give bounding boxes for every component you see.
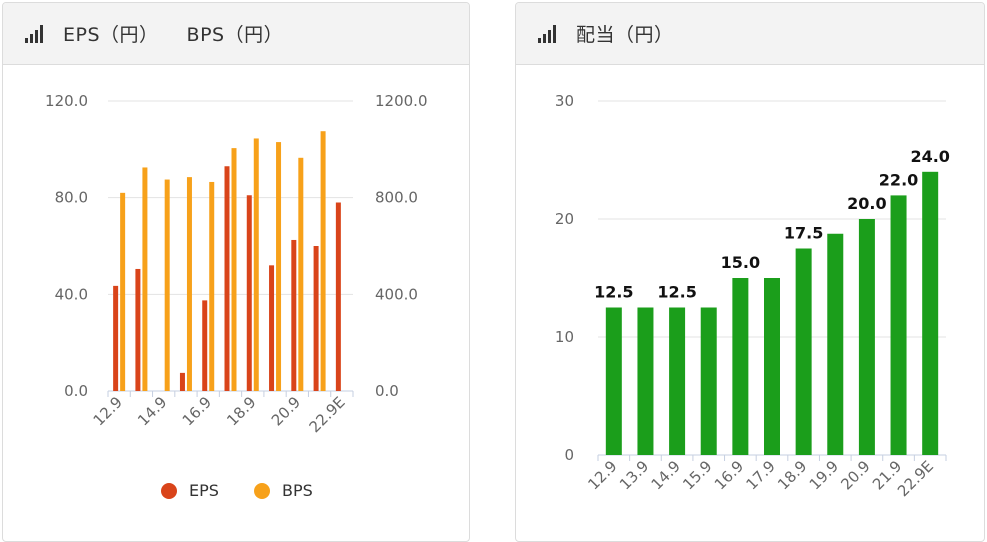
eps-bar [313,246,319,391]
eps-bar [202,300,208,391]
eps-bar [269,265,275,391]
legend-eps-label: EPS [189,481,219,500]
eps-title: EPS（円） [63,24,159,46]
eps-bar [179,372,185,391]
eps-bps-header: EPS（円） BPS（円） [3,3,469,65]
legend-bps[interactable]: BPS [254,481,313,500]
x-tick-label: 22.9E [894,457,937,500]
dividend-title: 配当（円） [576,24,674,46]
y-left-tick-label: 40.0 [55,285,88,303]
y-right-tick-label: 400.0 [375,285,418,303]
dividend-bar [890,195,907,455]
bps-bar [209,181,215,391]
x-tick-label: 14.9 [648,457,684,493]
dividend-data-label: 17.5 [784,224,823,243]
bps-legend-dot [254,482,270,499]
dividend-bar [637,307,654,455]
bar-signal-icon [538,24,556,43]
dividend-panel: 配当（円） 0 10 20 30 12.5 12.9 13.9 12.5 14.9 15.9 15.… [515,2,985,542]
bps-bar [186,177,192,391]
eps-bar [335,202,341,391]
x-tick-label: 13.9 [616,457,652,493]
dividend-data-label: 20.0 [847,194,886,213]
eps-bar [135,268,141,391]
dividend-bar [605,307,622,455]
dividend-data-label: 12.5 [594,283,633,302]
bps-bar [276,142,282,391]
eps-bar [291,239,297,391]
legend-bps-label: BPS [282,481,313,500]
y-tick-label: 0 [564,446,574,464]
x-tick-label: 12.9 [90,393,126,429]
dividend-bar [827,233,844,455]
x-tick-label: 18.9 [223,393,259,429]
bps-bar [164,179,170,391]
y-tick-label: 30 [555,92,574,110]
x-tick-label: 16.9 [179,393,215,429]
bps-bar [231,148,237,391]
bps-bar [320,131,326,392]
bps-title: BPS（円） [186,24,284,46]
x-tick-label: 15.9 [679,457,715,493]
dividend-header: 配当（円） [516,3,984,65]
x-tick-label: 20.9 [268,393,304,429]
y-left-tick-label: 120.0 [45,92,88,110]
eps-legend-dot [161,482,177,499]
eps-bar [113,285,119,391]
y-tick-label: 10 [555,328,574,346]
y-left-tick-label: 80.0 [55,189,88,207]
y-tick-label: 20 [555,210,574,228]
legend-eps[interactable]: EPS [161,481,219,500]
dividend-data-label: 12.5 [657,283,696,302]
x-tick-label: 19.9 [806,457,842,493]
y-left-tick-label: 0.0 [64,382,88,400]
bps-bar [120,192,126,391]
dividend-bar [764,278,780,455]
eps-bar [246,195,252,391]
eps-bar [224,166,230,391]
x-tick-label: 22.9E [306,393,349,436]
x-tick-label: 17.9 [742,457,778,493]
bar-signal-icon [25,24,43,43]
x-tick-label: 16.9 [711,457,747,493]
dividend-bar [922,171,939,456]
x-tick-label: 20.9 [837,457,873,493]
y-right-tick-label: 800.0 [375,189,418,207]
x-tick-label: 18.9 [774,457,810,493]
x-tick-label: 12.9 [584,457,620,493]
dividend-data-label: 24.0 [910,147,949,166]
x-tick-label: 14.9 [134,393,170,429]
dividend-bar [795,248,812,455]
dividend-bar [669,307,686,455]
bps-bar [298,157,304,391]
dividend-bar [732,278,749,455]
y-right-tick-label: 1200.0 [375,92,428,110]
dividend-data-label: 15.0 [721,253,760,272]
bps-bar [253,138,259,391]
dividend-bar [700,307,717,455]
dividend-bar [858,219,875,455]
dividend-chart: 010203012.512.913.912.514.915.915.016.91… [555,92,950,500]
bps-bar [142,167,148,391]
dividend-data-label: 22.0 [879,170,918,189]
y-right-tick-label: 0.0 [375,382,399,400]
eps-bps-panel: EPS（円） BPS（円） 0.0 40.0 80.0 120.0 0.0 400.0 80… [2,2,470,542]
